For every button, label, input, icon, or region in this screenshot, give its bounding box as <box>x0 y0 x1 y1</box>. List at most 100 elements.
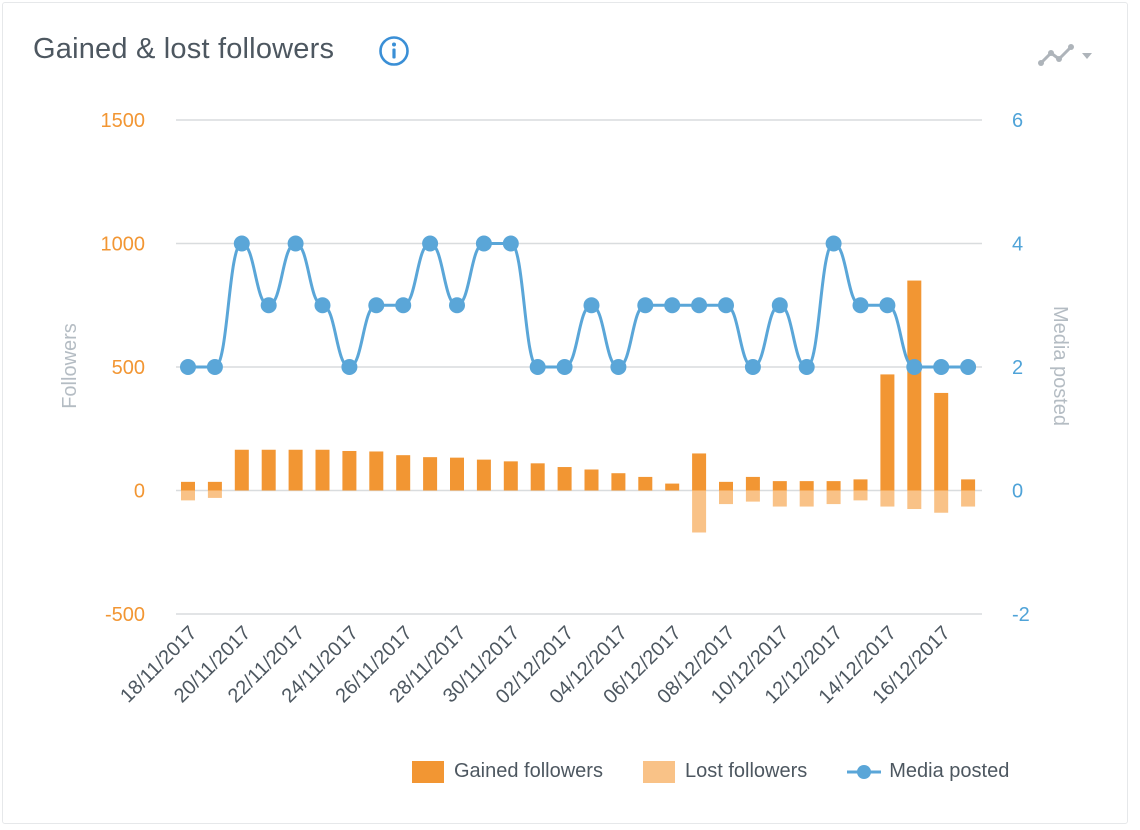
bar-lost <box>826 490 841 505</box>
media-posted-point <box>529 359 546 375</box>
chart-title: Gained & lost followers <box>33 33 335 65</box>
bar-lost <box>772 490 787 507</box>
line-chart-dropdown-icon[interactable] <box>1037 41 1097 69</box>
bar-lost <box>181 490 195 501</box>
legend-swatch-gained <box>412 760 444 783</box>
bar-gained <box>853 479 868 491</box>
bar-lost <box>934 490 949 513</box>
bar-gained <box>288 449 303 491</box>
media-posted-point <box>395 297 412 314</box>
media-posted-point <box>691 297 708 314</box>
media-posted-point <box>583 297 600 314</box>
y-right-tick-label: 2 <box>1012 357 1023 379</box>
media-posted-point <box>368 297 385 314</box>
bar-gained <box>665 483 680 491</box>
bar-gained <box>423 457 438 491</box>
bar-gained <box>719 481 733 491</box>
legend-swatch-lost <box>642 760 675 783</box>
legend-item-media[interactable]: Media posted <box>847 760 1009 783</box>
media-posted-point <box>314 297 331 314</box>
legend-label-lost: Lost followers <box>684 760 808 782</box>
bar-lost <box>719 490 733 505</box>
media-posted-line <box>188 241 969 369</box>
y-left-tick-label: -500 <box>105 604 145 626</box>
legend-label-gained: Gained followers <box>454 760 603 782</box>
y-left-axis-title: Followers <box>59 323 81 409</box>
legend-item-lost[interactable]: Lost followers <box>642 760 808 783</box>
bar-gained <box>692 453 707 491</box>
y-left-tick-label: 1500 <box>101 110 146 132</box>
bar-gained <box>315 449 330 491</box>
bar-gained <box>369 451 384 491</box>
media-posted-point <box>341 359 358 375</box>
bar-gained <box>745 476 760 491</box>
bar-lost <box>692 490 707 533</box>
bar-gained <box>234 449 249 491</box>
media-posted-point <box>637 297 654 314</box>
media-posted-point <box>825 235 842 252</box>
media-posted-point <box>449 297 465 314</box>
y-right-tick-label: 0 <box>1012 481 1023 503</box>
media-posted-point <box>475 235 492 252</box>
media-posted-point <box>260 297 277 314</box>
bar-gained <box>799 481 814 491</box>
y-right-tick-label: 6 <box>1012 110 1023 132</box>
bar-gained <box>503 461 518 491</box>
y-left-tick-label: 0 <box>134 481 145 503</box>
y-left-tick-label: 500 <box>112 357 145 379</box>
bar-gained <box>181 481 195 491</box>
bar-lost <box>207 490 222 498</box>
bar-lost <box>907 490 922 510</box>
bar-gained <box>261 449 276 491</box>
media-posted-point <box>771 297 788 314</box>
bar-gained <box>207 481 222 491</box>
bar-lost <box>961 490 976 507</box>
legend-swatch-media <box>847 764 882 779</box>
y-right-tick-label: 4 <box>1012 234 1023 256</box>
y-right-axis-title: Media posted <box>1049 306 1071 426</box>
legend: Gained followers Lost followers Media po… <box>412 760 1009 783</box>
media-posted-point <box>960 359 977 375</box>
bar-lost <box>799 490 814 507</box>
info-circle-icon[interactable] <box>378 35 410 67</box>
bar-gained <box>934 392 949 491</box>
bar-gained <box>396 455 411 491</box>
media-posted-point <box>906 359 923 375</box>
media-posted-point <box>933 359 950 375</box>
bar-gained <box>826 481 841 491</box>
y-left-tick-label: 1000 <box>101 234 146 256</box>
media-posted-point <box>180 359 196 375</box>
media-posted-point <box>610 359 627 375</box>
bar-lost <box>880 490 895 507</box>
media-posted-point <box>718 297 734 314</box>
media-posted-point <box>206 359 223 375</box>
legend-item-gained[interactable]: Gained followers <box>412 760 603 783</box>
bar-gained <box>611 473 626 491</box>
media-posted-point <box>798 359 815 375</box>
media-posted-point <box>233 235 250 252</box>
media-posted-point <box>852 297 869 314</box>
media-posted-point <box>422 235 439 252</box>
bar-gained <box>961 479 976 491</box>
bar-gained <box>557 467 572 491</box>
media-posted-point <box>287 235 304 252</box>
bar-lost <box>745 490 760 502</box>
bar-gained <box>638 476 653 491</box>
bar-gained <box>907 280 922 491</box>
y-right-tick-label: -2 <box>1012 604 1030 626</box>
bar-lost <box>853 490 868 501</box>
bar-gained <box>530 463 545 491</box>
bar-gained <box>584 469 599 491</box>
media-posted-point <box>879 297 896 314</box>
bar-gained <box>880 374 895 491</box>
media-posted-point <box>744 359 761 375</box>
bar-gained <box>450 457 464 491</box>
bar-gained <box>342 450 357 491</box>
bar-gained <box>476 459 491 491</box>
media-posted-point <box>556 359 573 375</box>
legend-label-media: Media posted <box>889 760 1010 782</box>
media-posted-point <box>664 297 681 314</box>
media-posted-point <box>502 235 519 252</box>
bar-gained <box>772 481 787 491</box>
